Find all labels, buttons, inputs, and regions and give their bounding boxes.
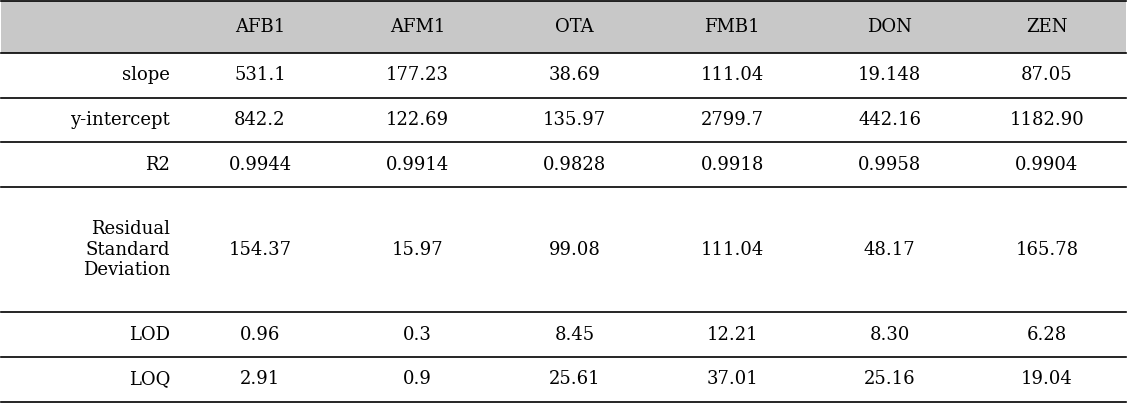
Text: 2.91: 2.91 — [240, 370, 281, 388]
Text: 12.21: 12.21 — [707, 326, 758, 343]
Text: 2799.7: 2799.7 — [701, 111, 764, 129]
Text: 0.9958: 0.9958 — [858, 156, 921, 174]
Text: 0.3: 0.3 — [403, 326, 432, 343]
Text: 122.69: 122.69 — [385, 111, 449, 129]
Text: 0.9: 0.9 — [403, 370, 432, 388]
Text: slope: slope — [122, 66, 170, 84]
Text: 135.97: 135.97 — [543, 111, 606, 129]
Text: 111.04: 111.04 — [701, 66, 764, 84]
Text: 19.04: 19.04 — [1021, 370, 1073, 388]
Text: 87.05: 87.05 — [1021, 66, 1073, 84]
Text: 0.9944: 0.9944 — [229, 156, 292, 174]
Text: 442.16: 442.16 — [858, 111, 921, 129]
Text: DON: DON — [867, 18, 912, 36]
Text: 19.148: 19.148 — [858, 66, 921, 84]
Text: 177.23: 177.23 — [385, 66, 449, 84]
Text: 38.69: 38.69 — [549, 66, 601, 84]
Text: 48.17: 48.17 — [863, 241, 915, 259]
Text: Residual
Standard
Deviation: Residual Standard Deviation — [82, 220, 170, 279]
Text: AFM1: AFM1 — [390, 18, 445, 36]
Text: 165.78: 165.78 — [1015, 241, 1079, 259]
Text: 37.01: 37.01 — [707, 370, 758, 388]
Text: R2: R2 — [145, 156, 170, 174]
Text: 0.9914: 0.9914 — [385, 156, 449, 174]
Text: 15.97: 15.97 — [391, 241, 443, 259]
Text: 0.9904: 0.9904 — [1015, 156, 1079, 174]
Text: 842.2: 842.2 — [234, 111, 286, 129]
Text: LOD: LOD — [128, 326, 170, 343]
Text: 25.16: 25.16 — [863, 370, 915, 388]
Text: AFB1: AFB1 — [234, 18, 285, 36]
Text: 6.28: 6.28 — [1027, 326, 1067, 343]
Text: 8.45: 8.45 — [554, 326, 595, 343]
Text: LOQ: LOQ — [128, 370, 170, 388]
Text: 8.30: 8.30 — [869, 326, 909, 343]
Text: ZEN: ZEN — [1027, 18, 1067, 36]
Text: 111.04: 111.04 — [701, 241, 764, 259]
Text: 154.37: 154.37 — [229, 241, 292, 259]
Text: y-intercept: y-intercept — [70, 111, 170, 129]
Text: 99.08: 99.08 — [549, 241, 601, 259]
Text: 531.1: 531.1 — [234, 66, 286, 84]
Text: 25.61: 25.61 — [549, 370, 601, 388]
Text: 0.96: 0.96 — [240, 326, 281, 343]
Text: FMB1: FMB1 — [704, 18, 760, 36]
Bar — [1, 1, 1126, 53]
Text: OTA: OTA — [556, 18, 594, 36]
Text: 1182.90: 1182.90 — [1010, 111, 1084, 129]
Text: 0.9828: 0.9828 — [543, 156, 606, 174]
Text: 0.9918: 0.9918 — [701, 156, 764, 174]
